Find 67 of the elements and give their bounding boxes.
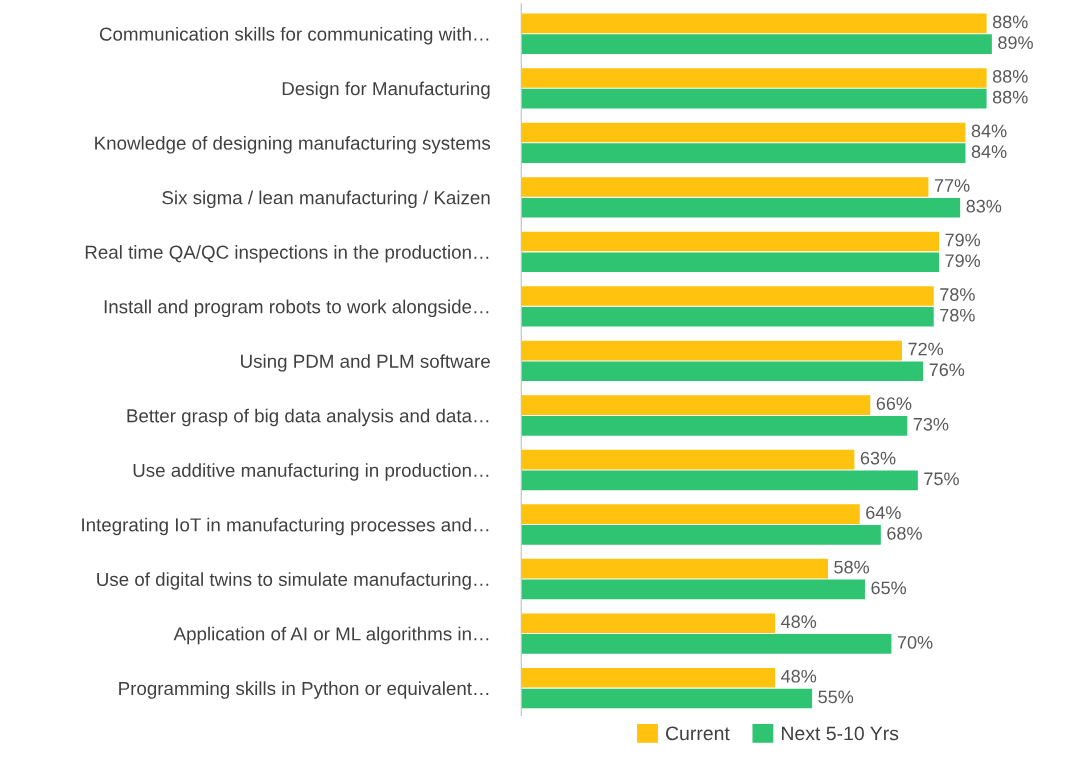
bar	[521, 504, 860, 524]
bar	[521, 306, 934, 327]
bar	[521, 68, 987, 88]
data-label: 58%	[834, 560, 870, 574]
data-label: 68%	[887, 526, 922, 540]
bar	[521, 231, 939, 252]
data-label: 88%	[992, 70, 1028, 83]
data-label: 84%	[971, 145, 1007, 159]
bar	[521, 395, 871, 415]
bar	[521, 252, 939, 273]
bar	[521, 286, 934, 306]
data-label: 64%	[866, 506, 901, 520]
data-label: 79%	[945, 254, 981, 268]
bar	[521, 197, 961, 218]
data-label: 75%	[924, 472, 959, 486]
data-label: 79%	[945, 233, 981, 247]
data-label: 83%	[966, 199, 1002, 213]
bar	[521, 143, 966, 163]
y-tick-label: Use additive manufacturing in production…	[133, 463, 489, 481]
data-label: 76%	[929, 363, 965, 377]
data-label: 77%	[934, 179, 970, 192]
bar	[521, 558, 828, 579]
data-label: 48%	[781, 615, 817, 629]
bar	[521, 634, 892, 654]
y-tick-label: Install and program robots to work alongside…	[104, 299, 489, 318]
data-label: 70%	[897, 636, 933, 649]
bar	[521, 361, 924, 382]
y-tick-label: Six sigma / lean manufacturing / Kaizen	[162, 190, 490, 209]
legend-label: Next 5-10 Yrs	[781, 726, 899, 741]
data-label: 89%	[998, 36, 1033, 49]
data-label: 48%	[781, 669, 817, 683]
bar	[521, 470, 918, 491]
y-tick-label: Use of digital twins to simulate manufacturing…	[97, 572, 489, 590]
bar	[521, 88, 987, 109]
bar	[521, 449, 855, 470]
y-tick-label: Using PDM and PLM software	[241, 354, 490, 372]
bar	[521, 579, 865, 600]
y-tick-label: Integrating IoT in manufacturing processes and…	[82, 517, 489, 536]
data-label: 78%	[940, 308, 975, 322]
bar	[521, 667, 776, 688]
bar	[521, 416, 908, 436]
data-label: 78%	[940, 288, 975, 301]
data-label: 84%	[971, 124, 1007, 138]
data-label: 88%	[992, 15, 1028, 29]
bar	[521, 340, 902, 361]
bar	[521, 688, 813, 709]
bar	[521, 34, 992, 54]
y-tick-label: Programming skills in Python or equivalent…	[119, 681, 489, 699]
bar	[521, 613, 776, 634]
y-tick-label: Knowledge of designing manufacturing systems	[95, 136, 491, 154]
data-label: 55%	[818, 690, 854, 704]
y-tick-label: Real time QA/QC inspections in the production…	[85, 245, 489, 263]
y-tick-label: Design for Manufacturing	[282, 81, 490, 99]
bar	[521, 13, 987, 34]
y-tick-label: Application of AI or ML algorithms in…	[173, 626, 489, 645]
bar	[521, 122, 966, 143]
bar	[521, 177, 929, 197]
data-label: 63%	[860, 451, 896, 465]
data-label: 73%	[913, 417, 949, 431]
data-label: 72%	[908, 342, 944, 356]
data-label: 88%	[992, 90, 1028, 104]
data-label: 65%	[871, 581, 907, 595]
y-tick-label: Communication skills for communicating with…	[99, 26, 489, 45]
legend-label: Current	[665, 726, 730, 741]
bar	[521, 525, 881, 545]
data-label: 66%	[876, 397, 912, 410]
y-tick-label: Better grasp of big data analysis and data…	[127, 408, 489, 427]
